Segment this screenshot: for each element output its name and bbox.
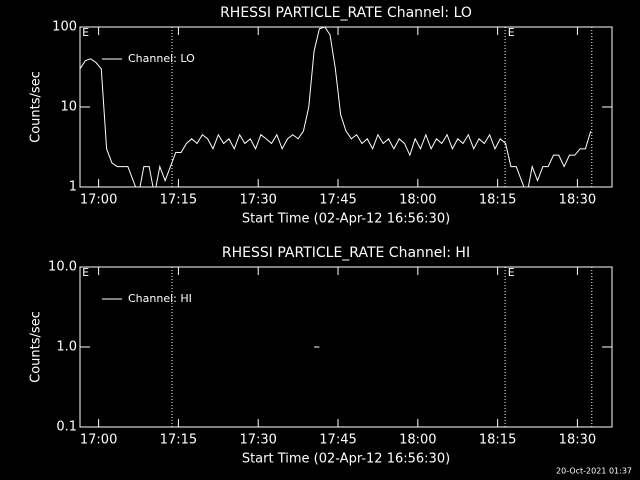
x-tick-label: 18:15	[479, 193, 516, 208]
series-line	[80, 27, 592, 187]
x-tick-label: 17:00	[80, 193, 117, 208]
x-tick-label: 18:30	[559, 433, 596, 448]
y-axis-label: Counts/sec	[29, 71, 44, 143]
x-tick-label: 17:45	[319, 433, 356, 448]
chart-title: RHESSI PARTICLE_RATE Channel: LO	[220, 5, 472, 21]
x-tick-label: 18:15	[479, 433, 516, 448]
y-tick-label: 10	[60, 100, 77, 115]
legend-label: Channel: HI	[128, 292, 192, 305]
x-tick-label: 17:30	[239, 433, 276, 448]
legend-label: Channel: LO	[128, 52, 195, 65]
x-tick-label: 17:30	[239, 193, 276, 208]
x-axis-label: Start Time (02-Apr-12 16:56:30)	[242, 212, 450, 227]
y-tick-label: 1	[69, 180, 77, 195]
y-tick-label: 10.0	[48, 260, 77, 275]
x-tick-label: 17:15	[160, 433, 197, 448]
x-tick-label: 17:00	[80, 433, 117, 448]
x-tick-label: 17:15	[160, 193, 197, 208]
annotation: E	[508, 266, 515, 279]
y-tick-label: 1.0	[56, 340, 77, 355]
y-tick-label: 100	[52, 20, 77, 35]
annotation: E	[82, 26, 89, 39]
y-axis-label: Counts/sec	[29, 311, 44, 383]
plot-frame	[79, 26, 613, 188]
annotation: E	[82, 266, 89, 279]
annotation: E	[508, 26, 515, 39]
y-tick-label: 0.1	[56, 420, 77, 435]
x-tick-label: 18:00	[399, 193, 436, 208]
footer: 20-Oct-2021 01:37	[556, 467, 632, 476]
plot-frame	[79, 266, 613, 428]
x-tick-label: 17:45	[319, 193, 356, 208]
chart-title: RHESSI PARTICLE_RATE Channel: HI	[222, 245, 470, 261]
x-axis-label: Start Time (02-Apr-12 16:56:30)	[242, 452, 450, 467]
x-tick-label: 18:00	[399, 433, 436, 448]
x-tick-label: 18:30	[559, 193, 596, 208]
